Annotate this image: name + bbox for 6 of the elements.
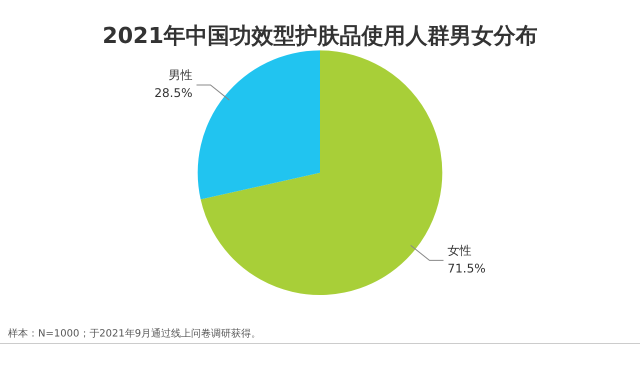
slice-label: 女性 (447, 244, 472, 258)
data-label: 28.5% (154, 86, 193, 100)
text: 样本：N=1000；于2021年9月通过线上问卷调研获得。 (8, 328, 262, 340)
data-label: 71.5% (447, 262, 486, 276)
slice-label: 男性 (168, 68, 193, 82)
chart-title: 2021年中国功效型护肤品使用人群男女分布 (102, 22, 538, 49)
